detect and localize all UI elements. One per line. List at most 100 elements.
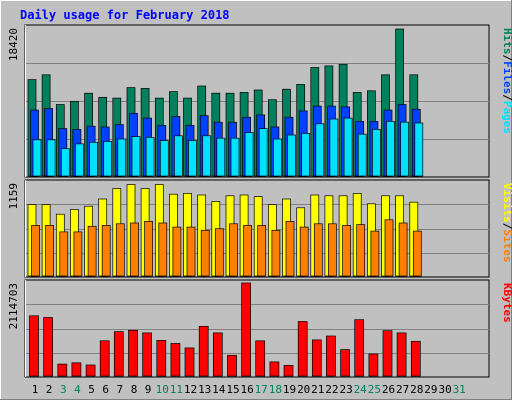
bar-kbytes bbox=[128, 329, 138, 377]
bar-kbytes bbox=[396, 332, 407, 377]
bar-sites bbox=[200, 229, 210, 277]
bar-kbytes bbox=[113, 331, 124, 377]
bar-sites bbox=[271, 229, 281, 277]
bar-sites bbox=[299, 226, 309, 277]
bar-kbytes bbox=[198, 325, 209, 377]
bar-sites bbox=[186, 226, 196, 277]
day-label: 26 bbox=[382, 383, 395, 396]
bar-kbytes bbox=[142, 332, 152, 377]
chart-title: Daily usage for February 2018 bbox=[20, 8, 230, 22]
bar-kbytes bbox=[269, 361, 280, 377]
legend-item: / bbox=[501, 223, 512, 230]
bar-pages bbox=[258, 128, 268, 177]
bar-sites bbox=[412, 230, 422, 277]
bar-pages bbox=[244, 132, 254, 177]
bar-sites bbox=[172, 226, 182, 277]
day-label: 7 bbox=[116, 383, 123, 396]
scale-label: 1159 bbox=[7, 183, 20, 210]
legend-item: Files bbox=[501, 61, 512, 94]
day-label: 13 bbox=[198, 383, 211, 396]
day-label: 6 bbox=[102, 383, 109, 396]
day-label: 28 bbox=[410, 383, 423, 396]
legend: Hits/Files/Pages bbox=[501, 28, 512, 134]
bar-sites bbox=[115, 223, 125, 277]
legend-item: / bbox=[501, 94, 512, 101]
day-label: 21 bbox=[311, 383, 324, 396]
day-label: 19 bbox=[283, 383, 296, 396]
bar-kbytes bbox=[283, 365, 294, 377]
bar-pages bbox=[103, 141, 113, 177]
day-label: 1 bbox=[32, 383, 39, 396]
bar-kbytes bbox=[227, 354, 237, 377]
day-label: 22 bbox=[325, 383, 338, 396]
bar-kbytes bbox=[156, 340, 167, 377]
bar-sites bbox=[328, 223, 337, 277]
bar-pages bbox=[60, 148, 70, 177]
day-label: 30 bbox=[438, 383, 451, 396]
bar-kbytes bbox=[212, 332, 223, 377]
bar-sites bbox=[158, 222, 168, 277]
bar-kbytes bbox=[170, 343, 181, 377]
bar-kbytes bbox=[241, 282, 251, 377]
bar-sites bbox=[243, 225, 252, 277]
bar-pages bbox=[273, 138, 282, 177]
bar-sites bbox=[214, 228, 224, 277]
bar-pages bbox=[174, 135, 183, 177]
bar-pages bbox=[372, 129, 381, 177]
day-label: 12 bbox=[184, 383, 197, 396]
bar-sites bbox=[342, 225, 351, 277]
bar-sites bbox=[398, 222, 408, 277]
day-label: 10 bbox=[156, 383, 169, 396]
day-label: 9 bbox=[145, 383, 152, 396]
day-label: 14 bbox=[212, 383, 226, 396]
day-label: 24 bbox=[354, 383, 368, 396]
legend: KBytes bbox=[501, 283, 512, 323]
bar-kbytes bbox=[382, 330, 393, 377]
bar-pages bbox=[329, 118, 339, 177]
panel-kbytes: 2114703 KBytes bbox=[7, 279, 512, 378]
bar-pages bbox=[145, 137, 155, 177]
legend-item: Pages bbox=[501, 101, 512, 134]
bar-kbytes bbox=[340, 349, 350, 377]
bar-sites bbox=[356, 224, 366, 277]
bar-sites bbox=[73, 231, 83, 277]
bar-sites bbox=[45, 225, 54, 277]
bar-kbytes bbox=[311, 339, 322, 377]
day-label: 29 bbox=[424, 383, 437, 396]
bar-kbytes bbox=[184, 347, 195, 377]
bar-pages bbox=[216, 137, 226, 177]
bar-sites bbox=[101, 225, 111, 277]
legend-item: / bbox=[501, 55, 512, 62]
day-label: 16 bbox=[240, 383, 253, 396]
day-label: 4 bbox=[74, 383, 81, 396]
bar-pages bbox=[202, 135, 212, 177]
day-label: 11 bbox=[170, 383, 183, 396]
bar-sites bbox=[87, 225, 97, 277]
day-label: 5 bbox=[88, 383, 95, 396]
bar-sites bbox=[229, 223, 238, 277]
bar-sites bbox=[285, 221, 295, 277]
bar-pages bbox=[315, 123, 325, 177]
bar-sites bbox=[144, 221, 153, 277]
bar-sites bbox=[257, 225, 267, 277]
legend: Visits/Sites bbox=[501, 183, 512, 263]
bar-kbytes bbox=[71, 362, 82, 377]
day-label: 17 bbox=[255, 383, 268, 396]
bar-pages bbox=[230, 137, 240, 177]
day-label: 3 bbox=[60, 383, 67, 396]
bar-kbytes bbox=[410, 340, 421, 377]
x-axis-day-labels: 1 2 3 4 5 6 7 8 9 10 11 12 13 14 15 16 17 18 19 20 21 22 23 24 2… bbox=[32, 383, 466, 396]
bar-pages bbox=[287, 134, 296, 177]
legend-item: Hits bbox=[501, 28, 512, 55]
bar-kbytes bbox=[297, 321, 308, 377]
bar-kbytes bbox=[57, 363, 68, 377]
bar-pages bbox=[386, 121, 395, 177]
bar-pages bbox=[343, 117, 353, 177]
legend-item: KBytes bbox=[501, 283, 512, 323]
bar-kbytes bbox=[99, 340, 110, 377]
panel-visits-sites: 1159 Visits/Sites bbox=[7, 179, 512, 278]
day-label: 20 bbox=[297, 383, 310, 396]
